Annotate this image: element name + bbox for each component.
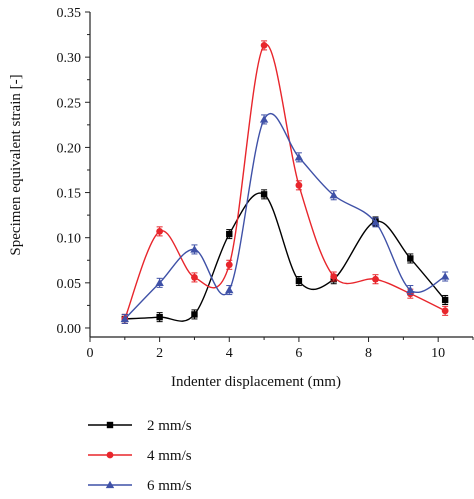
series-line [124,112,446,320]
data-point [372,275,379,283]
data-point [190,245,199,253]
data-point [259,115,269,123]
data-point [225,285,234,294]
y-tick-label: 0.35 [57,6,82,21]
legend-label: 4 mm/s [147,448,192,464]
y-tick-label: 0.15 [57,187,82,202]
legend-item: 4 mm/s [88,448,192,464]
x-tick-label: 2 [156,346,163,361]
plot-area [120,40,450,324]
data-point [225,261,233,269]
data-point [406,285,415,294]
data-point [371,218,380,226]
legend-label: 2 mm/s [147,418,192,434]
x-axis-title: Indenter displacement (mm) [171,374,341,390]
data-point [294,153,304,161]
series-2 [121,40,449,324]
y-tick-label: 0.10 [57,232,82,247]
x-tick-label: 6 [295,346,302,361]
data-point [191,311,198,318]
data-point [191,274,198,281]
data-point [156,313,163,321]
legend-item: 6 mm/s [88,478,192,494]
series-line [124,43,446,320]
y-tick-label: 0.30 [57,51,82,66]
data-point [407,255,414,262]
series-1 [121,189,449,324]
data-point [440,272,450,280]
y-axis-title: Specimen equivalent strain [-] [8,74,24,255]
data-point [441,307,449,315]
legend-marker [106,421,114,429]
axes: 0.00 0.05 0.10 0.15 0.20 0.25 0.30 0.35 0 2 4 6 8 10 [57,6,474,361]
x-tick-label: 10 [431,346,445,361]
data-point [441,296,449,304]
data-point [155,278,164,286]
y-tick-label: 0.20 [57,141,82,156]
series-3 [120,112,450,324]
legend-marker [105,480,115,489]
x-tick-label: 0 [87,346,94,361]
y-tick-label: 0.05 [57,277,82,292]
x-tick-label: 8 [365,346,372,361]
data-point [156,227,164,235]
series-line [124,192,446,322]
data-point [295,181,303,189]
data-point [295,277,303,285]
y-tick-label: 0.25 [57,96,82,111]
legend-marker [106,451,114,459]
data-point [330,273,338,280]
legend-item: 2 mm/s [88,418,192,434]
x-tick-label: 4 [226,346,233,361]
legend-label: 6 mm/s [147,478,192,494]
legend: 2 mm/s 4 mm/s 6 mm/s [88,418,192,494]
data-point [260,191,268,198]
data-point [120,314,130,323]
data-point [329,191,338,199]
y-tick-label: 0.00 [57,322,82,337]
data-point [260,42,268,49]
data-point [226,230,233,238]
